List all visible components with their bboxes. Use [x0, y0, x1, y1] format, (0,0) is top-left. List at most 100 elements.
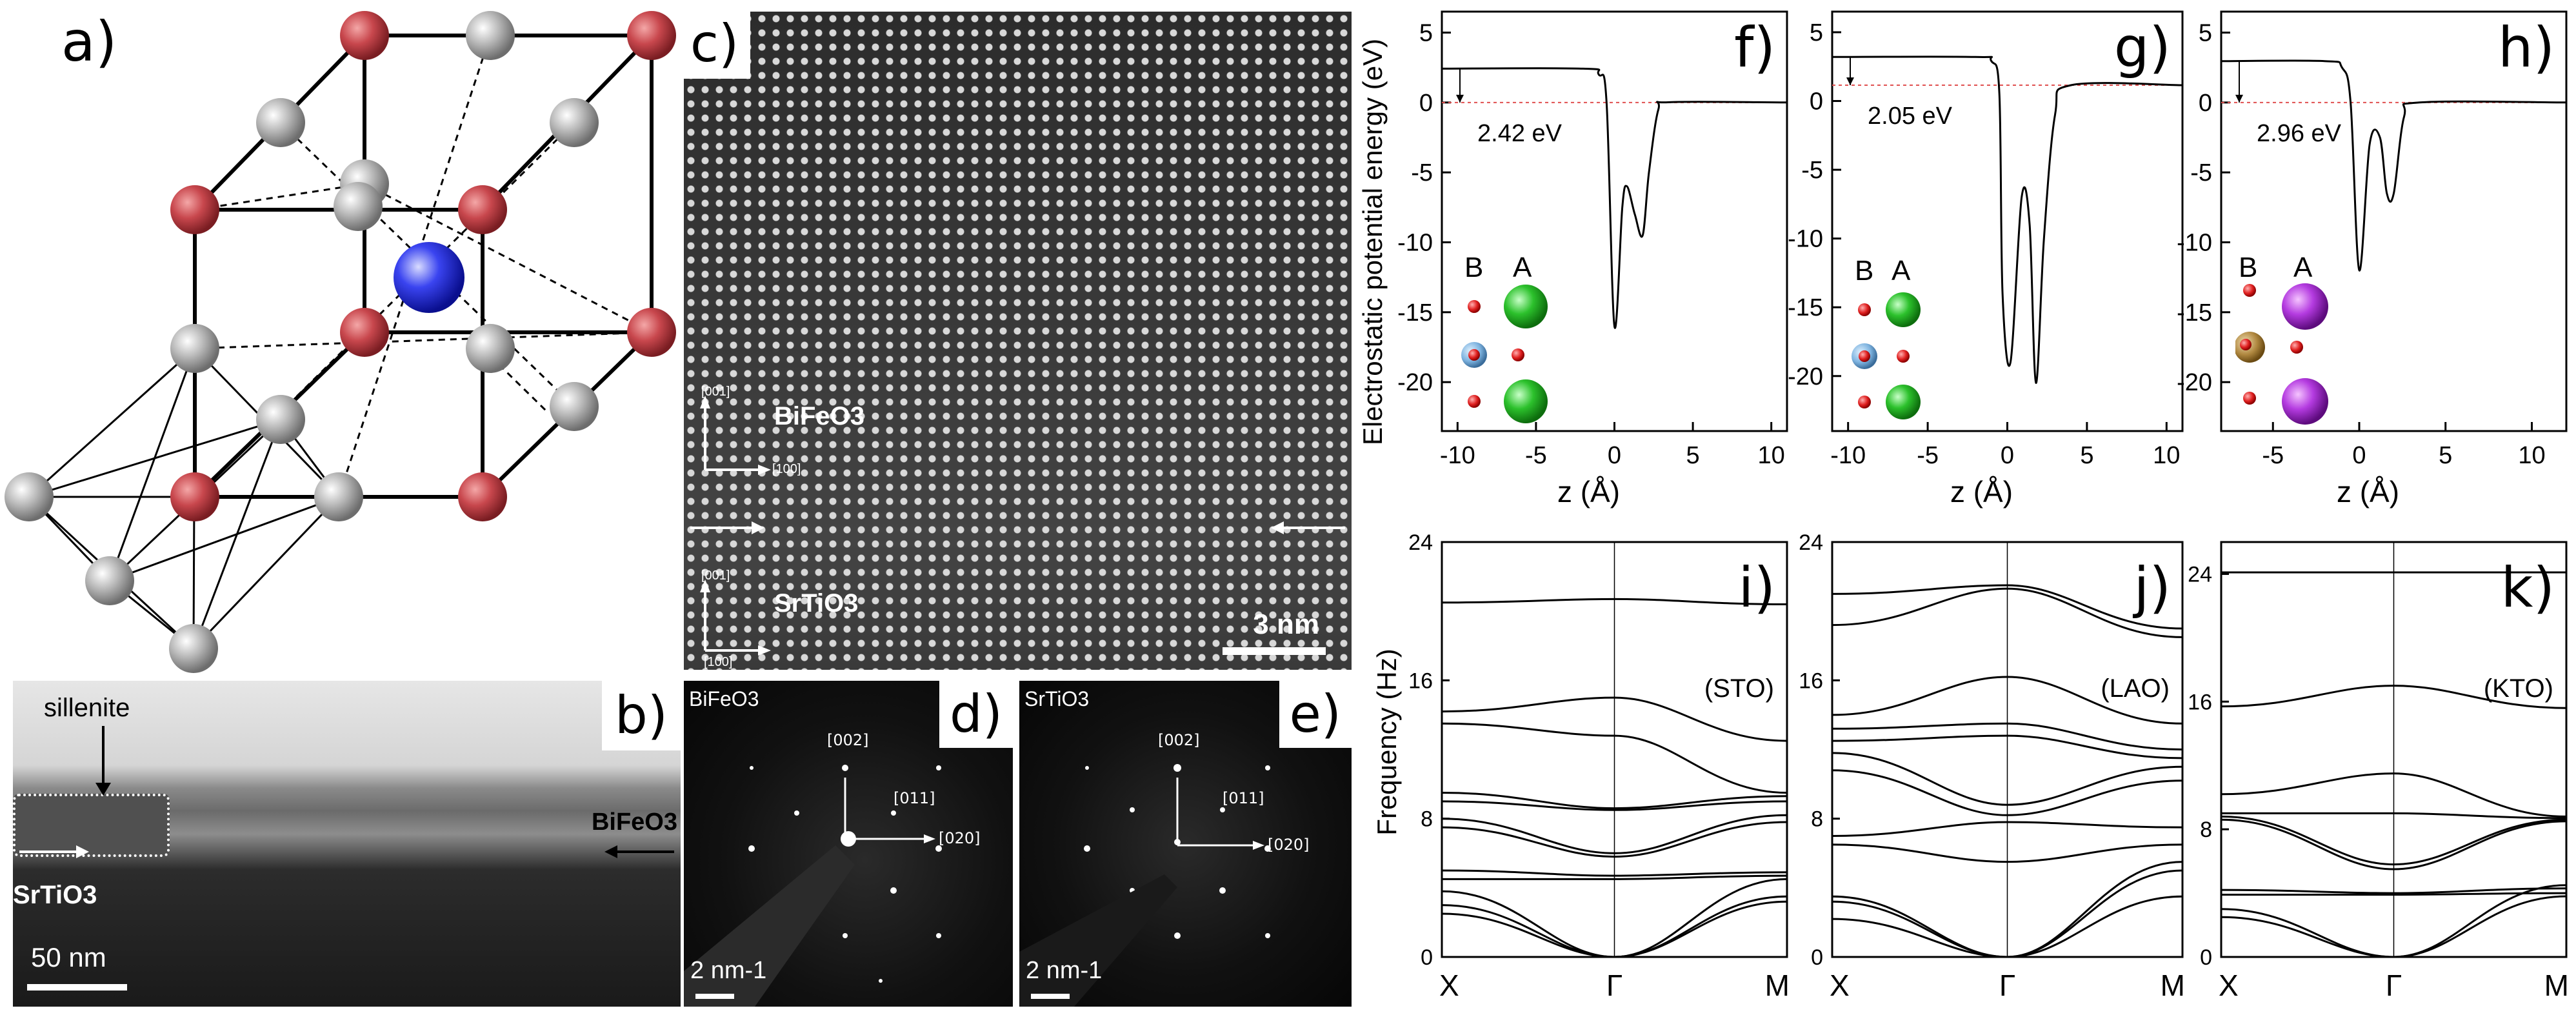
y-tick-label: 16	[1408, 669, 1433, 693]
y-tick-label: -20	[2177, 369, 2212, 396]
y-tick-label: 5	[1810, 19, 1823, 46]
material-note: (KTO)	[2484, 674, 2553, 703]
phonon-branch	[2221, 818, 2567, 870]
scalebar-3nm	[1223, 647, 1326, 655]
y-tick-label: 0	[1811, 945, 1823, 970]
y-tick-label: -20	[1788, 363, 1823, 390]
x-tick-label: 5	[2439, 442, 2452, 469]
b-site-atom	[627, 308, 676, 357]
phonon-branch	[1832, 587, 2183, 638]
sto-annotation: SrTiO3	[13, 881, 97, 909]
k-point-label: X	[1830, 969, 1850, 1002]
x-tick-label: 0	[1608, 442, 1621, 469]
oxygen-atom	[2290, 341, 2303, 354]
oxygen-atom	[1858, 396, 1871, 408]
oxygen-atom	[550, 382, 599, 431]
panel-label: h)	[2498, 15, 2555, 80]
x-tick-label: 10	[2518, 442, 2545, 469]
axis-label-100: [100]	[772, 462, 801, 476]
phonon-branch	[1832, 734, 2183, 759]
x-axis-label: z (Å)	[2337, 475, 2399, 508]
y-tick-label: -20	[1397, 369, 1433, 396]
interface-arrow-left	[690, 521, 764, 534]
panel-label: i)	[1739, 556, 1775, 620]
x-tick-label: -5	[1917, 442, 1939, 469]
sillenite-arrow	[95, 726, 111, 796]
phonon-branch	[1832, 584, 2183, 630]
panel-a: a)	[0, 0, 677, 678]
reflection-002: [002]	[827, 731, 869, 749]
scalebar-label: 2 nm-1	[690, 957, 767, 984]
oxygen-atom	[2243, 284, 2256, 297]
oxygen-atom	[550, 98, 599, 147]
x-axis-label: z (Å)	[1950, 475, 2013, 508]
phonon-branch	[1832, 722, 2183, 750]
layer-label-sto: SrTiO3	[774, 589, 859, 618]
oxygen-atom	[169, 624, 218, 673]
y-tick-label: -10	[1788, 226, 1823, 253]
x-tick-label: 5	[1686, 442, 1700, 469]
phonon-branch	[2221, 685, 2567, 709]
sillenite-annotation: sillenite	[44, 694, 130, 722]
phonon-branch	[1441, 900, 1788, 958]
phonon-branch	[2221, 812, 2567, 820]
y-tick-label: 8	[1421, 807, 1433, 832]
phonon-branch	[1441, 869, 1788, 877]
x-tick-label: 0	[2001, 442, 2014, 469]
a-site-atom	[2282, 283, 2328, 330]
reflection-020: [020]	[939, 829, 981, 847]
chart-h: -5 0 5 10 5 0 -5 -10 -15 -20 z (Å) 2.96 eV h)	[2177, 10, 2568, 508]
offset-arrowhead	[1456, 94, 1464, 103]
offset-annotation: 2.05 eV	[1868, 103, 1953, 130]
oxygen-atom	[466, 324, 515, 373]
y-tick-label: -10	[1397, 230, 1433, 257]
phonon-branch	[1442, 874, 1788, 880]
k-point-label: M	[2161, 969, 2185, 1002]
y-tick-label: 16	[1799, 669, 1823, 693]
a-site-atom	[394, 242, 464, 313]
y-tick-label: 0	[1421, 945, 1433, 970]
scalebar-label: 2 nm-1	[1026, 957, 1103, 984]
oxygen-atom	[256, 395, 305, 444]
k-point-label: X	[2219, 969, 2239, 1002]
a-site-atom	[1886, 385, 1921, 419]
phonon-branch	[1441, 598, 1788, 605]
diffraction-pattern	[1019, 764, 1271, 1007]
potential-curve	[2221, 59, 2567, 272]
scalebar-3nm-label: 3 nm	[1253, 609, 1319, 640]
phonon-branch	[1832, 769, 2183, 816]
y-tick-label: 24	[2188, 562, 2212, 587]
potential-curve	[1832, 55, 2183, 384]
phonon-branch	[1441, 722, 1788, 794]
a-site-atom	[1504, 379, 1548, 423]
oxygen-atom	[1859, 350, 1870, 362]
phonon-branch	[1441, 821, 1788, 858]
inset-label-a: A	[2293, 252, 2313, 283]
b-site-atom	[170, 185, 219, 234]
panel-c-label: c)	[684, 12, 751, 79]
y-tick-label: 5	[1419, 20, 1433, 47]
layer-bottom-axes: [001] [100]	[700, 568, 777, 669]
panel-e-label: e)	[1279, 681, 1352, 748]
scalebar-2nm-1	[695, 994, 734, 999]
oxygen-atom	[256, 98, 305, 147]
phonon-branch	[1832, 821, 2183, 837]
y-tick-label: -15	[2177, 299, 2212, 327]
y-tick-label: -10	[2177, 230, 2212, 257]
offset-annotation: 2.42 eV	[1477, 120, 1563, 147]
reflection-011: [011]	[894, 789, 935, 807]
inset-label-a: A	[1892, 255, 1911, 287]
y-tick-label: 24	[1799, 530, 1823, 555]
y-tick-label: 0	[1810, 88, 1823, 116]
material-note: (LAO)	[2101, 674, 2170, 703]
y-tick-label: 0	[2200, 945, 2212, 970]
y-tick-label: -5	[1801, 157, 1823, 184]
panel-label: k)	[2501, 556, 2555, 620]
x-tick-label: 0	[2352, 442, 2366, 469]
k-point-label: Γ	[1606, 969, 1622, 1002]
phonon-branch	[1441, 792, 1788, 810]
oxygen-atom	[1858, 303, 1871, 316]
phonon-branch	[1832, 843, 2183, 863]
phonon-branch	[1441, 696, 1788, 742]
